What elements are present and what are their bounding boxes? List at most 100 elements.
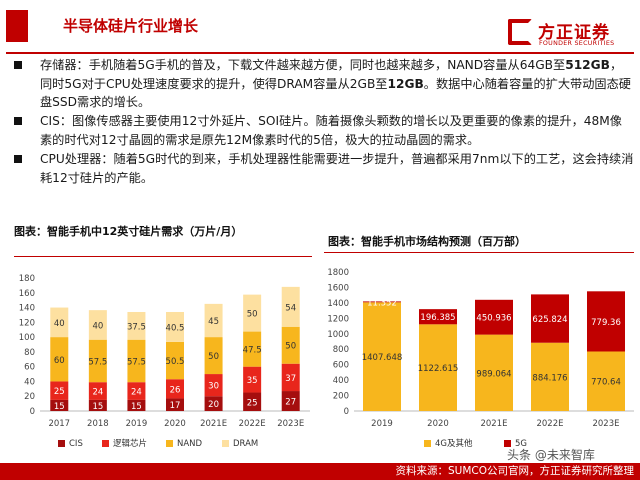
chart-1-demand-12in-wafers: 0204060801001201401601801525604020171524… bbox=[19, 274, 310, 449]
data-label: 45 bbox=[208, 317, 219, 327]
data-label: 57.5 bbox=[127, 357, 146, 367]
data-label: 50 bbox=[208, 352, 219, 362]
watermark-text: 头条 @未来智库 bbox=[507, 448, 595, 462]
y-tick-label: 1200 bbox=[327, 314, 349, 324]
bullet-text: 512GB bbox=[565, 58, 610, 72]
bar-segment bbox=[166, 379, 184, 399]
bar-segment bbox=[243, 294, 262, 332]
data-label: 196.385 bbox=[420, 313, 455, 323]
x-tick-label: 2021E bbox=[200, 419, 227, 429]
bar-segment bbox=[50, 337, 69, 382]
brand-logo: 方正证券 FOUNDER SECURITIES bbox=[508, 18, 636, 52]
bar-segment bbox=[587, 351, 625, 411]
bullet-text: 。数据中心随着容量的扩大带动固态硬盘SSD需求的增长。 bbox=[40, 76, 631, 110]
bar-segment bbox=[243, 366, 262, 393]
chart-2-smartphone-market-structure: 0 200 400 600 800 1000 1200 1400 1600 1800 1407.64… bbox=[327, 268, 634, 449]
x-tick-label: 2022E bbox=[536, 419, 563, 429]
y-tick-label: 60 bbox=[24, 363, 35, 373]
bar-segment bbox=[243, 331, 262, 367]
data-label: 27 bbox=[285, 398, 296, 408]
legend-swatch bbox=[222, 440, 229, 447]
data-label: 884.176 bbox=[532, 373, 567, 383]
bullet-square-icon bbox=[14, 117, 22, 126]
bullet-text: 存储器：手机随着5G手机的普及，下载文件越来越方便，同时也越来越多，NAND容量… bbox=[40, 58, 566, 72]
legend-swatch bbox=[424, 440, 431, 447]
y-tick-label: 800 bbox=[333, 345, 349, 355]
bullet-item: CIS：图像传感器主要使用12寸外延片、SOI硅片。随着摄像头颗数的增长以及更重… bbox=[14, 112, 634, 149]
data-label: 40 bbox=[54, 319, 65, 329]
chart-1-title-rule bbox=[14, 256, 312, 257]
bar-segment bbox=[475, 299, 513, 335]
y-tick-label: 1400 bbox=[327, 299, 349, 309]
legend-label: 5G bbox=[515, 439, 527, 449]
data-label: 15 bbox=[54, 402, 65, 412]
data-label: 30 bbox=[208, 382, 219, 392]
data-label: 54 bbox=[285, 303, 296, 313]
bullet-item: 存储器：手机随着5G手机的普及，下载文件越来越方便，同时也越来越多，NAND容量… bbox=[14, 56, 634, 112]
data-label: 25 bbox=[247, 398, 258, 408]
legend-label: NAND bbox=[177, 439, 203, 449]
legend-swatch bbox=[58, 440, 65, 447]
bar-segment bbox=[204, 374, 223, 397]
data-label: 60 bbox=[54, 356, 65, 366]
bar-segment bbox=[281, 363, 300, 392]
bullet-square-icon bbox=[14, 154, 22, 163]
data-label: 989.064 bbox=[476, 369, 511, 379]
bar-segment bbox=[204, 303, 223, 338]
data-label: 11.352 bbox=[367, 298, 397, 308]
data-label: 17 bbox=[170, 401, 181, 411]
x-tick-label: 2021E bbox=[480, 419, 507, 429]
bar-segment bbox=[166, 341, 184, 380]
y-tick-label: 20 bbox=[24, 392, 35, 402]
bar-segment bbox=[243, 392, 262, 411]
y-tick-label: 0 bbox=[344, 407, 349, 417]
legend-swatch bbox=[166, 440, 173, 447]
y-tick-label: 0 bbox=[30, 407, 35, 417]
y-tick-label: 600 bbox=[333, 361, 349, 371]
data-label: 50 bbox=[285, 342, 296, 352]
bar-segment bbox=[166, 311, 184, 342]
legend-label: CIS bbox=[69, 439, 83, 449]
legend-swatch bbox=[102, 440, 109, 447]
bar-segment bbox=[531, 342, 569, 411]
data-label: 450.936 bbox=[476, 314, 511, 324]
bullet-square-icon bbox=[14, 61, 22, 69]
x-tick-label: 2022E bbox=[239, 419, 266, 429]
data-label: 37.5 bbox=[127, 322, 146, 332]
y-tick-label: 1000 bbox=[327, 330, 349, 340]
chart-2-title: 图表：智能手机市场结构预测（百万部） bbox=[328, 235, 526, 248]
bar-segment bbox=[204, 337, 223, 375]
data-label: 57.5 bbox=[88, 357, 107, 367]
x-tick-label: 2017 bbox=[48, 419, 70, 429]
data-label: 25 bbox=[54, 387, 65, 397]
bar-segment bbox=[127, 311, 146, 340]
bar-segment bbox=[587, 291, 625, 352]
y-tick-label: 200 bbox=[333, 392, 349, 402]
bullet-text: CPU处理器：随着5G时代的到来，手机处理器性能需要进一步提升，普遍都采用7nm… bbox=[40, 151, 634, 185]
bar-segment bbox=[531, 294, 569, 343]
y-tick-label: 100 bbox=[19, 333, 35, 343]
bar-segment bbox=[50, 399, 69, 411]
logo-mark-icon bbox=[508, 19, 532, 45]
bar-segment bbox=[166, 398, 184, 411]
data-label: 779.36 bbox=[591, 318, 621, 328]
data-label: 40 bbox=[92, 321, 103, 331]
bar-segment bbox=[363, 301, 401, 303]
y-tick-label: 1600 bbox=[327, 283, 349, 293]
data-label: 50.5 bbox=[166, 357, 185, 367]
data-label: 35 bbox=[247, 376, 258, 386]
legend-label: DRAM bbox=[233, 439, 258, 449]
y-tick-label: 80 bbox=[24, 348, 35, 358]
bar-segment bbox=[281, 326, 300, 364]
data-label: 15 bbox=[131, 402, 142, 412]
data-label: 47.5 bbox=[243, 346, 262, 356]
y-tick-label: 140 bbox=[19, 304, 35, 314]
page-title: 半导体硅片行业增长 bbox=[63, 17, 199, 35]
data-label: 24 bbox=[92, 388, 103, 398]
logo-name-en: FOUNDER SECURITIES bbox=[539, 40, 615, 47]
bullet-list: 存储器：手机随着5G手机的普及，下载文件越来越方便，同时也越来越多，NAND容量… bbox=[14, 56, 634, 188]
bar-segment bbox=[204, 396, 223, 411]
x-tick-label: 2023E bbox=[592, 419, 619, 429]
x-tick-label: 2019 bbox=[126, 419, 148, 429]
bullet-text: ，同时5G对于CPU处理速度要求的提升，使得DRAM容量从2GB至 bbox=[40, 58, 623, 91]
